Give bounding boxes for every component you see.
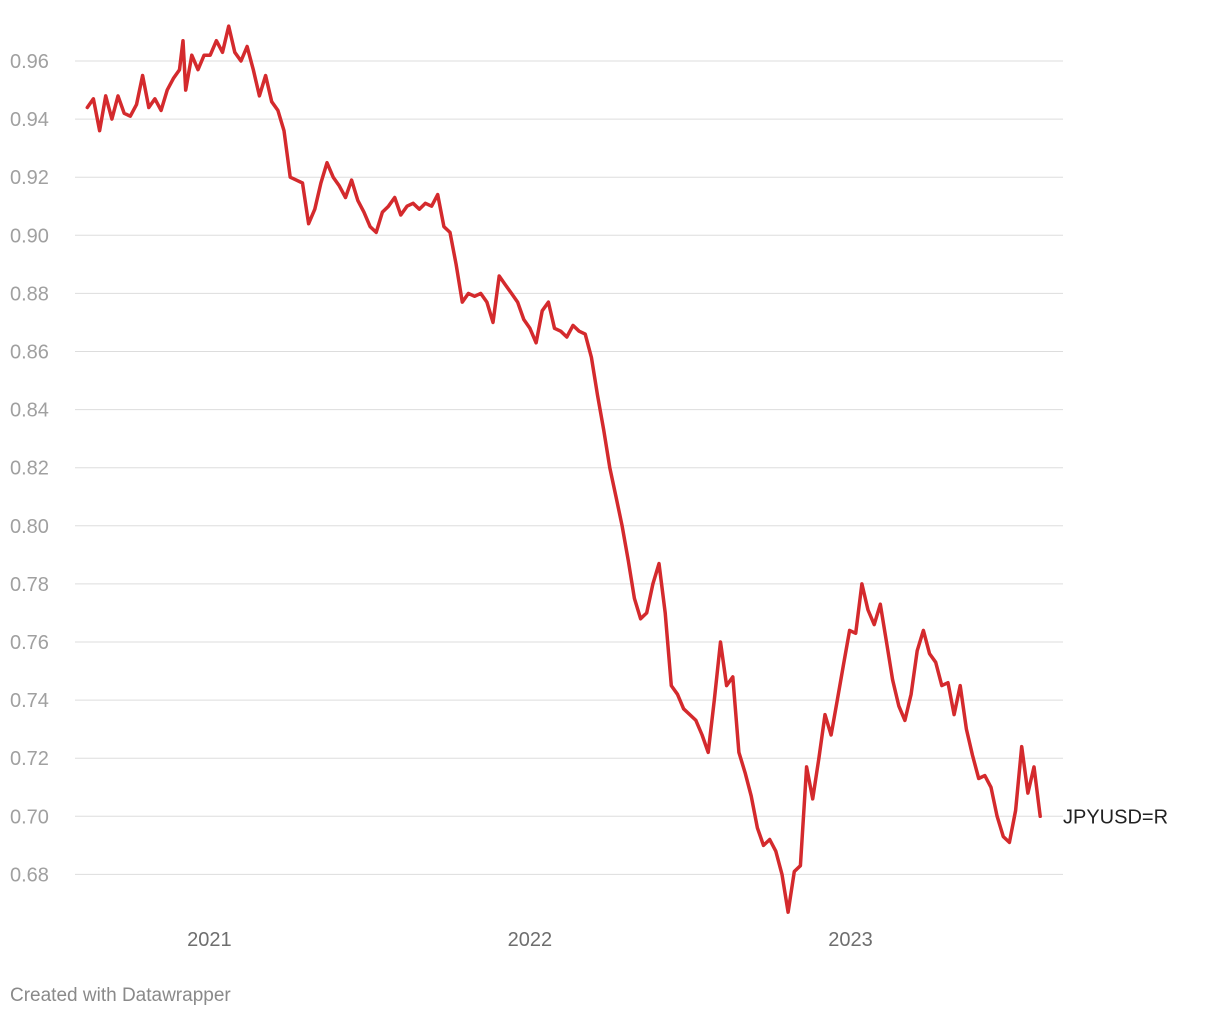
y-tick-label: 0.94 [10,109,49,131]
gridlines [75,60,1063,875]
y-tick-label: 0.82 [10,458,49,480]
x-tick-label: 2021 [187,929,232,951]
y-tick-label: 0.84 [10,400,49,422]
y-axis: 0.96 0.94 0.92 0.90 0.88 0.86 0.84 0.82 0.80 0.78… [10,51,49,886]
y-tick-label: 0.78 [10,574,49,596]
line-chart: 0.96 0.94 0.92 0.90 0.88 0.86 0.84 0.82 0.80 0.78… [10,24,1168,951]
chart-area: 0.96 0.94 0.92 0.90 0.88 0.86 0.84 0.82 0.80 0.78… [10,24,1168,951]
y-tick-label: 0.74 [10,690,49,712]
y-tick-label: 0.96 [10,51,49,73]
y-tick-label: 0.92 [10,167,49,189]
y-tick-label: 0.90 [10,225,49,247]
y-tick-label: 0.88 [10,283,49,305]
y-tick-label: 0.70 [10,806,49,828]
y-tick-label: 0.86 [10,342,49,364]
x-tick-label: 2023 [828,929,873,951]
series-label: JPYUSD=R [1063,806,1168,828]
credit-footer: Created with Datawrapper [10,985,231,1006]
x-axis: 2021 2022 2023 [187,929,873,951]
series-line [85,24,1042,914]
y-tick-label: 0.68 [10,864,49,886]
x-tick-label: 2022 [508,929,553,951]
y-tick-label: 0.80 [10,516,49,538]
y-tick-label: 0.76 [10,632,49,654]
series-group: JPYUSD=R [85,24,1168,914]
y-tick-label: 0.72 [10,748,49,770]
